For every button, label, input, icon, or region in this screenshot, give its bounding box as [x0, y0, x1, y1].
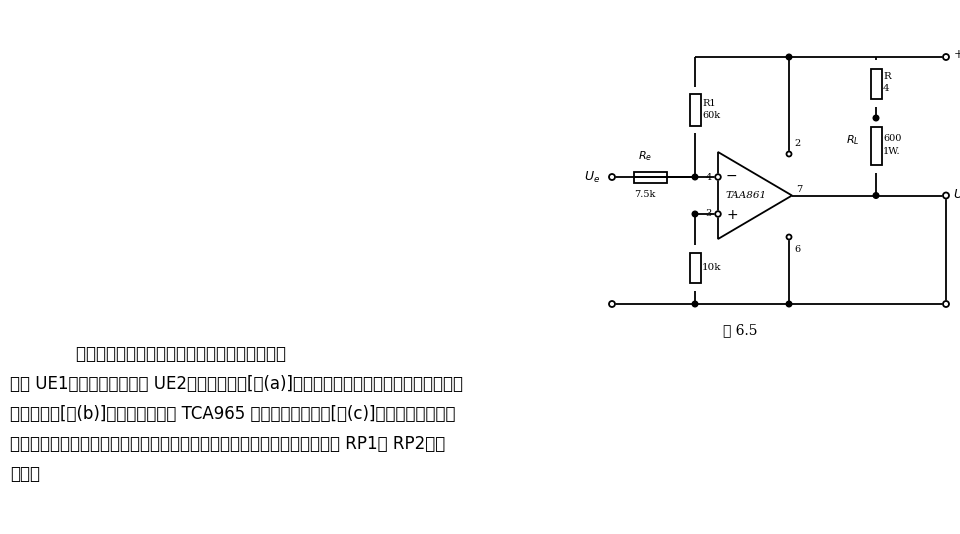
Circle shape [786, 152, 791, 156]
Circle shape [786, 54, 792, 60]
Text: 调节。: 调节。 [10, 465, 40, 483]
Bar [634, 171, 666, 183]
Circle shape [786, 301, 792, 307]
Text: $U_e$: $U_e$ [584, 169, 600, 185]
Circle shape [943, 192, 949, 199]
Text: +: + [726, 208, 737, 222]
Text: 1W.: 1W. [883, 147, 900, 156]
Text: 一值 UE1时翻转，到另一值 UE2时又恢复原态[图(a)]，故可将任意输入波形整形成具有一定: 一值 UE1时翻转，到另一值 UE2时又恢复原态[图(a)]，故可将任意输入波形… [10, 375, 463, 393]
Text: 图 6.5: 图 6.5 [723, 323, 757, 337]
Circle shape [874, 193, 878, 198]
Bar [689, 94, 701, 126]
Text: R: R [883, 72, 891, 81]
Text: $R_L$: $R_L$ [847, 134, 860, 147]
Text: $R_e$: $R_e$ [638, 149, 652, 163]
Text: 2: 2 [794, 139, 801, 148]
Circle shape [692, 211, 698, 217]
Circle shape [715, 211, 721, 217]
Bar [689, 253, 701, 283]
Text: 4: 4 [706, 172, 712, 182]
Text: 7: 7 [796, 185, 803, 193]
Text: TAA861: TAA861 [726, 191, 767, 200]
Text: 施密特触发器是一种双稳电路，即当输入超过某: 施密特触发器是一种双稳电路，即当输入超过某 [55, 345, 286, 363]
Circle shape [943, 301, 949, 307]
Circle shape [692, 174, 698, 180]
Circle shape [609, 301, 615, 307]
Circle shape [874, 115, 878, 121]
Text: 3: 3 [706, 209, 712, 218]
Bar [871, 127, 881, 164]
Bar [871, 68, 881, 98]
Circle shape [715, 174, 721, 180]
Text: $U_A$: $U_A$ [953, 188, 960, 203]
Circle shape [786, 234, 791, 240]
Text: 幅值的方波[图(b)]。采用集成电路 TCA965 即可实现这一功能[图(c)]。与采用单个晶体: 幅值的方波[图(b)]。采用集成电路 TCA965 即可实现这一功能[图(c)]… [10, 405, 455, 423]
Text: + $U_S$: + $U_S$ [953, 48, 960, 62]
Text: 6: 6 [794, 245, 800, 254]
Text: 7.5k: 7.5k [635, 190, 656, 199]
Text: −: − [726, 169, 737, 183]
Circle shape [692, 301, 698, 307]
Text: 60k: 60k [702, 112, 720, 121]
Text: R1: R1 [702, 99, 715, 108]
Text: 10k: 10k [702, 263, 722, 272]
Text: 管或运算放大器的施密特触发器比较，优点是阈值和滞环可以分别由电位器 RP1和 RP2独立: 管或运算放大器的施密特触发器比较，优点是阈值和滞环可以分别由电位器 RP1和 R… [10, 435, 445, 453]
Circle shape [609, 174, 615, 180]
Text: 600: 600 [883, 134, 901, 143]
Text: 4: 4 [883, 84, 890, 93]
Circle shape [943, 54, 949, 60]
